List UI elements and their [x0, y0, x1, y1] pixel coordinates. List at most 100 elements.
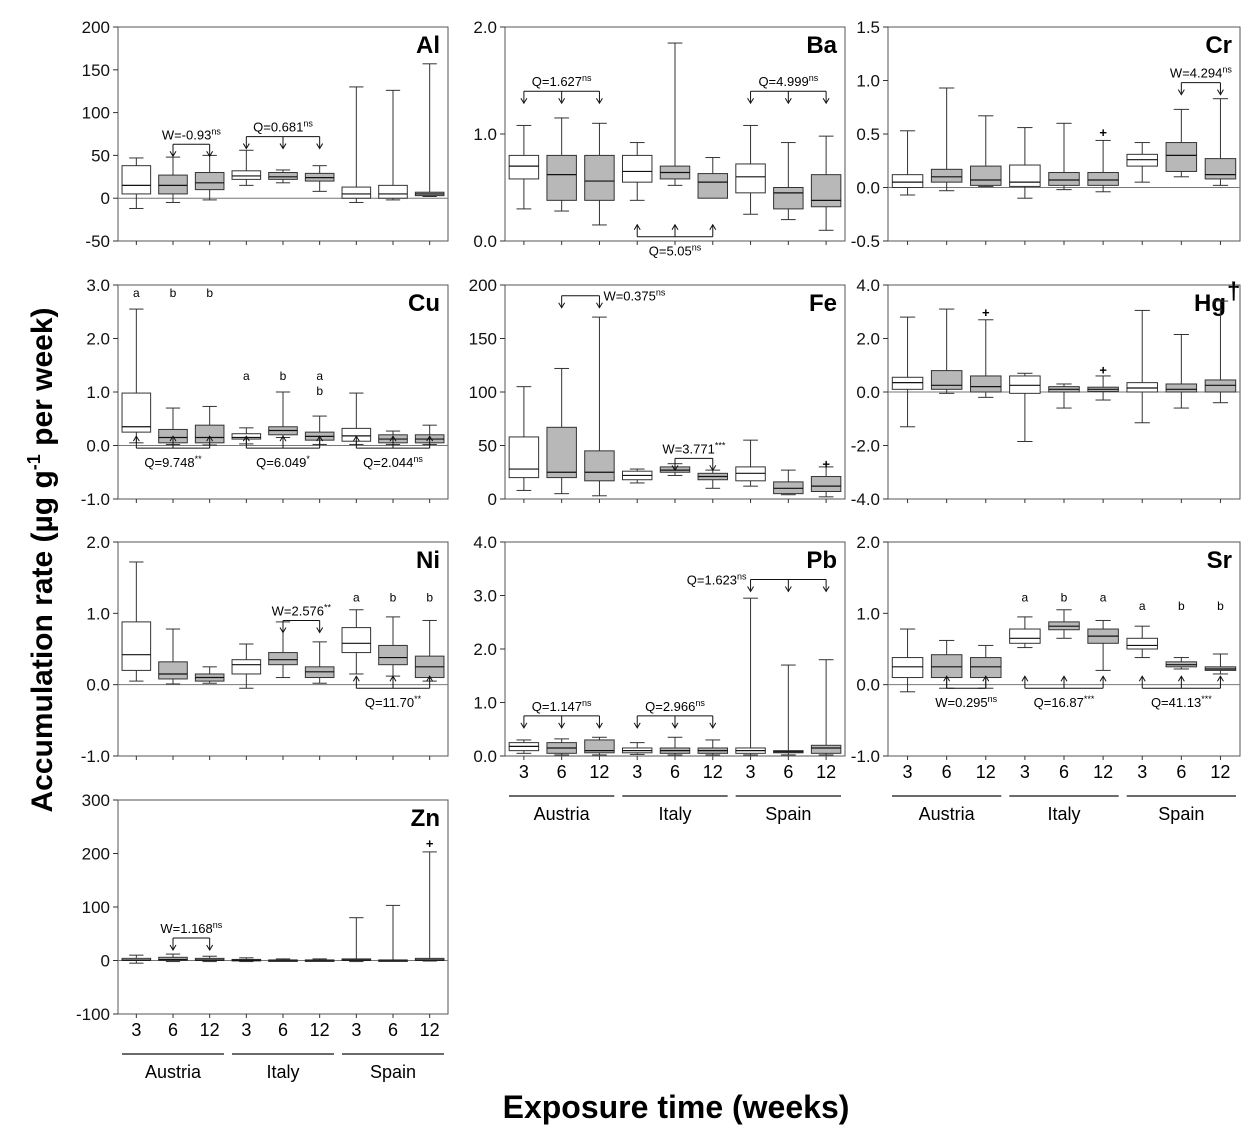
x-tick-label: 3: [241, 1020, 251, 1040]
country-label: Spain: [370, 1062, 416, 1082]
plot-frame: [117, 799, 449, 1015]
group-letter: a: [1022, 591, 1029, 605]
annotation-label: W=0.295ns: [935, 694, 997, 710]
panel-sr: -1.0 0.0 1.0 2.0 Sr a b a a b b W=0.295ns Q=16.87***…: [851, 533, 1241, 824]
x-tick-label: 12: [589, 762, 609, 782]
box-8: [1204, 653, 1237, 675]
annotation-label: Q=41.13***: [1151, 694, 1212, 710]
bracket-arrow: [1177, 675, 1185, 682]
bracket-arrow: [132, 435, 140, 442]
box-2: [584, 122, 615, 226]
y-axis-label-end: per week): [26, 307, 59, 454]
y-tick-label: 0.0: [856, 179, 880, 198]
y-tick-label: 0.0: [856, 383, 880, 402]
x-tick-label: 3: [519, 762, 529, 782]
box-0: [121, 157, 152, 209]
y-tick-label: 1.5: [856, 18, 880, 37]
box-0: [508, 124, 540, 210]
annotation-label: W=4.294ns: [1170, 65, 1232, 81]
box-iqr: [121, 621, 152, 671]
country-label: Austria: [145, 1062, 202, 1082]
x-tick-label: 12: [703, 762, 723, 782]
country-label: Austria: [534, 804, 591, 824]
y-tick-label: 0.0: [473, 232, 497, 251]
group-letter: b: [1217, 599, 1224, 613]
y-tick-label: 0.0: [86, 437, 110, 456]
bracket-arrow: [747, 586, 754, 593]
test-annotation: W=3.771***: [662, 440, 726, 472]
box-8: [1204, 98, 1237, 186]
annotation-label: Q=11.70**: [365, 694, 422, 710]
bracket-arrow: [316, 143, 324, 150]
box-0: [508, 386, 540, 491]
outlier-marker: +: [426, 836, 434, 851]
x-tick-label: 6: [557, 762, 567, 782]
box-iqr: [231, 170, 262, 180]
box-iqr: [546, 426, 577, 479]
panel-pb: 0.0 1.0 2.0 3.0 4.0 Pb Q=1.147ns Q=2.966ns Q=1.6…: [473, 533, 846, 824]
box-1: [546, 738, 577, 756]
y-tick-label: 200: [82, 845, 110, 864]
y-tick-label: 200: [82, 18, 110, 37]
annotation-label: Q=5.05ns: [649, 243, 702, 259]
bracket-arrow: [520, 97, 528, 105]
y-tick-label: 2.0: [86, 533, 110, 552]
box-6: [341, 917, 372, 963]
x-tick-label: 12: [200, 1020, 220, 1040]
box-5: [1087, 375, 1119, 401]
y-tick-label: -1.0: [81, 747, 110, 766]
y-tick-label: -1.0: [81, 490, 110, 509]
test-annotation: W=1.168ns: [160, 920, 223, 952]
bracket-arrow: [426, 435, 434, 442]
bracket-arrow: [316, 627, 324, 634]
bracket-arrow: [389, 675, 397, 682]
box-iqr: [508, 436, 540, 479]
bracket-arrow: [709, 223, 717, 230]
y-tick-label: 300: [82, 791, 110, 810]
bracket-arrow: [558, 722, 566, 729]
annotation-label: Q=2.966ns: [645, 698, 705, 714]
box-3: [1009, 372, 1041, 442]
box-iqr: [1126, 382, 1158, 393]
country-label: Italy: [658, 804, 691, 824]
box-2: [584, 316, 615, 497]
box-6: [735, 439, 766, 487]
box-6: [1126, 309, 1158, 424]
box-iqr: [621, 154, 653, 183]
annotation-label: Q=1.147ns: [532, 698, 592, 714]
y-tick-label: 200: [469, 276, 497, 295]
panel-ba: 0.0 1.0 2.0 Ba Q=1.627ns Q=4.999ns Q=5.05ns: [473, 18, 846, 259]
box-5: [304, 958, 335, 962]
group-letter: b: [1061, 591, 1068, 605]
bracket-arrow: [169, 151, 177, 158]
panel-title: Cu: [408, 290, 440, 317]
test-annotation: W=-0.93ns: [162, 126, 221, 158]
group-letter: a: [133, 286, 140, 300]
box-iqr: [1009, 164, 1041, 187]
x-tick-label: 6: [278, 1020, 288, 1040]
test-annotation: W=0.375ns: [558, 288, 666, 309]
box-7: [1165, 108, 1198, 178]
outlier-marker: +: [822, 457, 830, 472]
y-tick-label: 150: [469, 330, 497, 349]
bracket-arrow: [169, 944, 177, 952]
bracket-arrow: [1021, 675, 1029, 682]
y-tick-label: -2.0: [851, 437, 880, 456]
x-tick-label: 3: [903, 762, 913, 782]
y-tick-label: 0.0: [86, 676, 110, 695]
box-iqr: [1048, 172, 1080, 186]
box-3: [621, 142, 653, 201]
test-annotation: Q=9.748**: [132, 435, 214, 470]
box-7: [378, 89, 408, 201]
x-tick-label: 12: [310, 1020, 330, 1040]
bracket-arrow: [633, 223, 641, 230]
bracket-arrow: [1177, 89, 1185, 96]
panel-title-sup: †: [1227, 278, 1240, 305]
x-tick-label: 6: [168, 1020, 178, 1040]
box-iqr: [1204, 379, 1237, 393]
x-tick-label: 3: [1137, 762, 1147, 782]
box-8: [810, 135, 842, 231]
annotation-label: Q=4.999ns: [758, 73, 818, 89]
panel-title: Cr: [1205, 32, 1232, 59]
bracket-arrow: [671, 722, 679, 729]
